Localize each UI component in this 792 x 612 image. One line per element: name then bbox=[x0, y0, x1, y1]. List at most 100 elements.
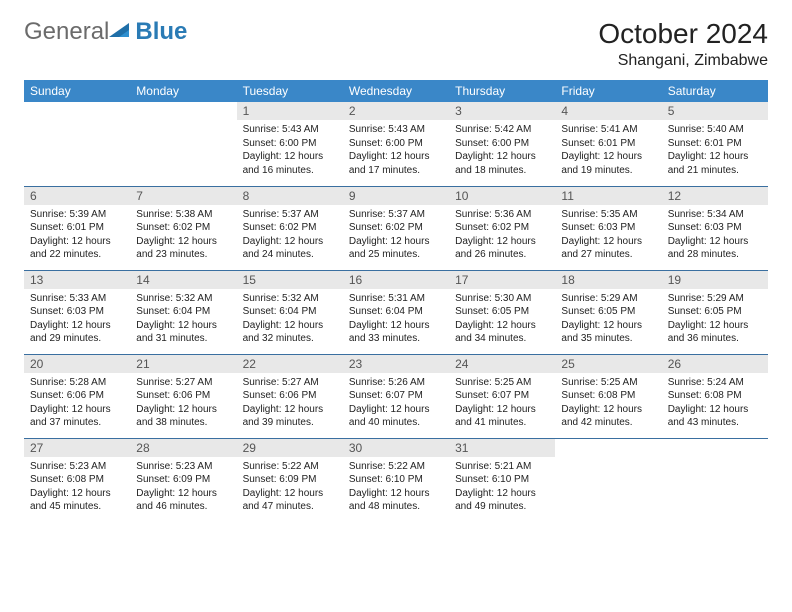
weekday-header: Friday bbox=[555, 80, 661, 102]
calendar-week-row: 1Sunrise: 5:43 AMSunset: 6:00 PMDaylight… bbox=[24, 102, 768, 186]
daylight-text: Daylight: 12 hours bbox=[455, 150, 549, 164]
sunrise-text: Sunrise: 5:29 AM bbox=[561, 292, 655, 306]
arrow-icon bbox=[109, 21, 131, 44]
sunrise-text: Sunrise: 5:23 AM bbox=[136, 460, 230, 474]
sunrise-text: Sunrise: 5:33 AM bbox=[30, 292, 124, 306]
day-number: 26 bbox=[662, 355, 768, 373]
sunset-text: Sunset: 6:05 PM bbox=[455, 305, 549, 319]
calendar-day-cell: 23Sunrise: 5:26 AMSunset: 6:07 PMDayligh… bbox=[343, 354, 449, 438]
sunrise-text: Sunrise: 5:22 AM bbox=[349, 460, 443, 474]
day-number: 7 bbox=[130, 187, 236, 205]
day-details: Sunrise: 5:37 AMSunset: 6:02 PMDaylight:… bbox=[237, 205, 343, 266]
day-number: 15 bbox=[237, 271, 343, 289]
sunset-text: Sunset: 6:04 PM bbox=[136, 305, 230, 319]
month-title: October 2024 bbox=[598, 18, 768, 50]
daylight-text: and 45 minutes. bbox=[30, 500, 124, 514]
daylight-text: and 40 minutes. bbox=[349, 416, 443, 430]
daylight-text: Daylight: 12 hours bbox=[30, 487, 124, 501]
daylight-text: and 47 minutes. bbox=[243, 500, 337, 514]
sunset-text: Sunset: 6:10 PM bbox=[349, 473, 443, 487]
calendar-day-cell: 29Sunrise: 5:22 AMSunset: 6:09 PMDayligh… bbox=[237, 438, 343, 522]
calendar-week-row: 20Sunrise: 5:28 AMSunset: 6:06 PMDayligh… bbox=[24, 354, 768, 438]
daylight-text: and 23 minutes. bbox=[136, 248, 230, 262]
calendar-day-cell: 11Sunrise: 5:35 AMSunset: 6:03 PMDayligh… bbox=[555, 186, 661, 270]
calendar-day-cell: 31Sunrise: 5:21 AMSunset: 6:10 PMDayligh… bbox=[449, 438, 555, 522]
day-number: 1 bbox=[237, 102, 343, 120]
daylight-text: Daylight: 12 hours bbox=[136, 487, 230, 501]
day-number: 25 bbox=[555, 355, 661, 373]
sunset-text: Sunset: 6:01 PM bbox=[30, 221, 124, 235]
sunset-text: Sunset: 6:04 PM bbox=[243, 305, 337, 319]
calendar-day-cell bbox=[24, 102, 130, 186]
daylight-text: and 39 minutes. bbox=[243, 416, 337, 430]
sunset-text: Sunset: 6:05 PM bbox=[561, 305, 655, 319]
daylight-text: and 38 minutes. bbox=[136, 416, 230, 430]
calendar-day-cell: 16Sunrise: 5:31 AMSunset: 6:04 PMDayligh… bbox=[343, 270, 449, 354]
day-number: 23 bbox=[343, 355, 449, 373]
day-details: Sunrise: 5:43 AMSunset: 6:00 PMDaylight:… bbox=[343, 120, 449, 181]
sunrise-text: Sunrise: 5:37 AM bbox=[349, 208, 443, 222]
day-details: Sunrise: 5:22 AMSunset: 6:10 PMDaylight:… bbox=[343, 457, 449, 518]
day-details: Sunrise: 5:32 AMSunset: 6:04 PMDaylight:… bbox=[130, 289, 236, 350]
sunset-text: Sunset: 6:07 PM bbox=[455, 389, 549, 403]
day-details: Sunrise: 5:30 AMSunset: 6:05 PMDaylight:… bbox=[449, 289, 555, 350]
day-number: 22 bbox=[237, 355, 343, 373]
daylight-text: Daylight: 12 hours bbox=[243, 150, 337, 164]
sunrise-text: Sunrise: 5:27 AM bbox=[243, 376, 337, 390]
day-details: Sunrise: 5:26 AMSunset: 6:07 PMDaylight:… bbox=[343, 373, 449, 434]
sunset-text: Sunset: 6:10 PM bbox=[455, 473, 549, 487]
calendar-day-cell: 26Sunrise: 5:24 AMSunset: 6:08 PMDayligh… bbox=[662, 354, 768, 438]
daylight-text: Daylight: 12 hours bbox=[30, 235, 124, 249]
daylight-text: and 22 minutes. bbox=[30, 248, 124, 262]
sunrise-text: Sunrise: 5:35 AM bbox=[561, 208, 655, 222]
page: General Blue October 2024 Shangani, Zimb… bbox=[0, 0, 792, 538]
day-number: 27 bbox=[24, 439, 130, 457]
daylight-text: and 49 minutes. bbox=[455, 500, 549, 514]
daylight-text: and 48 minutes. bbox=[349, 500, 443, 514]
sunrise-text: Sunrise: 5:37 AM bbox=[243, 208, 337, 222]
calendar-day-cell: 3Sunrise: 5:42 AMSunset: 6:00 PMDaylight… bbox=[449, 102, 555, 186]
calendar-day-cell: 9Sunrise: 5:37 AMSunset: 6:02 PMDaylight… bbox=[343, 186, 449, 270]
daylight-text: and 31 minutes. bbox=[136, 332, 230, 346]
sunset-text: Sunset: 6:06 PM bbox=[243, 389, 337, 403]
calendar-day-cell: 13Sunrise: 5:33 AMSunset: 6:03 PMDayligh… bbox=[24, 270, 130, 354]
day-number: 17 bbox=[449, 271, 555, 289]
daylight-text: Daylight: 12 hours bbox=[30, 403, 124, 417]
day-number: 12 bbox=[662, 187, 768, 205]
day-details: Sunrise: 5:29 AMSunset: 6:05 PMDaylight:… bbox=[555, 289, 661, 350]
daylight-text: Daylight: 12 hours bbox=[349, 487, 443, 501]
daylight-text: and 25 minutes. bbox=[349, 248, 443, 262]
day-number: 28 bbox=[130, 439, 236, 457]
day-details: Sunrise: 5:34 AMSunset: 6:03 PMDaylight:… bbox=[662, 205, 768, 266]
day-details: Sunrise: 5:40 AMSunset: 6:01 PMDaylight:… bbox=[662, 120, 768, 181]
day-number: 9 bbox=[343, 187, 449, 205]
daylight-text: Daylight: 12 hours bbox=[561, 403, 655, 417]
sunrise-text: Sunrise: 5:21 AM bbox=[455, 460, 549, 474]
sunrise-text: Sunrise: 5:42 AM bbox=[455, 123, 549, 137]
day-details: Sunrise: 5:39 AMSunset: 6:01 PMDaylight:… bbox=[24, 205, 130, 266]
daylight-text: Daylight: 12 hours bbox=[561, 150, 655, 164]
calendar-day-cell: 10Sunrise: 5:36 AMSunset: 6:02 PMDayligh… bbox=[449, 186, 555, 270]
sunset-text: Sunset: 6:07 PM bbox=[349, 389, 443, 403]
sunset-text: Sunset: 6:03 PM bbox=[30, 305, 124, 319]
daylight-text: and 19 minutes. bbox=[561, 164, 655, 178]
calendar-day-cell: 19Sunrise: 5:29 AMSunset: 6:05 PMDayligh… bbox=[662, 270, 768, 354]
sunrise-text: Sunrise: 5:32 AM bbox=[136, 292, 230, 306]
location-subtitle: Shangani, Zimbabwe bbox=[598, 52, 768, 70]
sunset-text: Sunset: 6:09 PM bbox=[136, 473, 230, 487]
daylight-text: Daylight: 12 hours bbox=[243, 403, 337, 417]
day-number: 11 bbox=[555, 187, 661, 205]
day-details: Sunrise: 5:41 AMSunset: 6:01 PMDaylight:… bbox=[555, 120, 661, 181]
day-number: 13 bbox=[24, 271, 130, 289]
sunset-text: Sunset: 6:08 PM bbox=[30, 473, 124, 487]
calendar-day-cell: 8Sunrise: 5:37 AMSunset: 6:02 PMDaylight… bbox=[237, 186, 343, 270]
sunset-text: Sunset: 6:02 PM bbox=[349, 221, 443, 235]
sunset-text: Sunset: 6:00 PM bbox=[349, 137, 443, 151]
daylight-text: and 26 minutes. bbox=[455, 248, 549, 262]
sunrise-text: Sunrise: 5:40 AM bbox=[668, 123, 762, 137]
daylight-text: Daylight: 12 hours bbox=[668, 403, 762, 417]
sunrise-text: Sunrise: 5:29 AM bbox=[668, 292, 762, 306]
daylight-text: and 41 minutes. bbox=[455, 416, 549, 430]
daylight-text: Daylight: 12 hours bbox=[136, 319, 230, 333]
day-number: 16 bbox=[343, 271, 449, 289]
